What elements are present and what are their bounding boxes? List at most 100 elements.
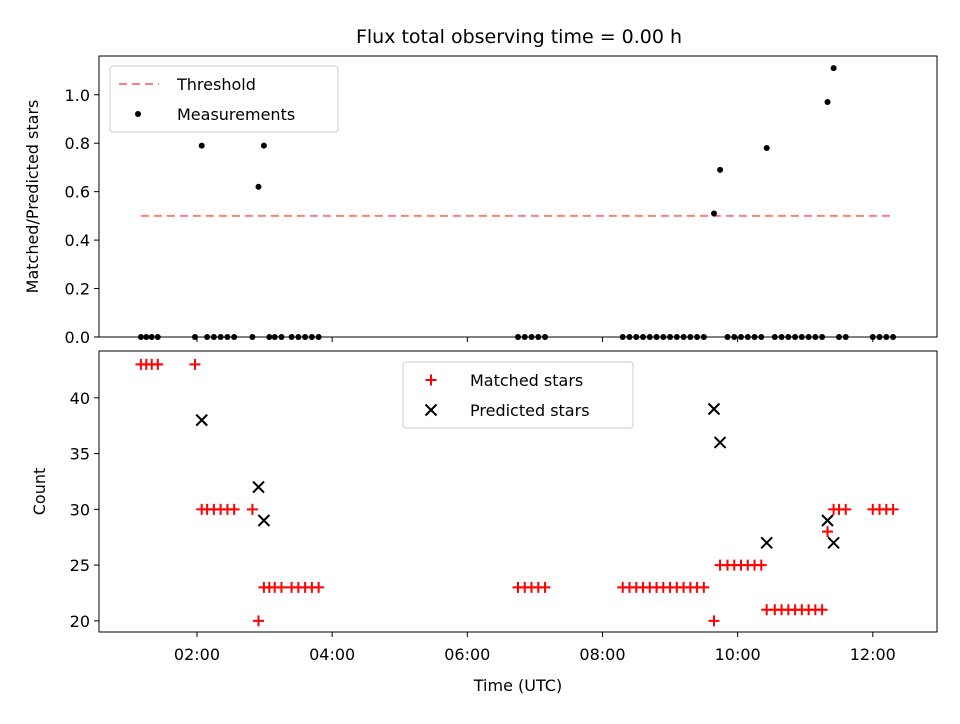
predicted-star-marker xyxy=(821,514,834,527)
measurement-point xyxy=(137,334,144,340)
measurement-point xyxy=(744,334,751,340)
measurement-point xyxy=(521,334,528,340)
bottom-xtick-label: 02:00 xyxy=(174,645,220,664)
measurement-point xyxy=(710,210,717,217)
measurement-point xyxy=(778,334,785,340)
measurement-point xyxy=(315,334,322,340)
bottom-ytick-label: 35 xyxy=(70,445,90,464)
measurement-point xyxy=(883,334,890,340)
matched-star-marker xyxy=(152,358,164,370)
measurement-point xyxy=(771,334,778,340)
top-legend-label: Measurements xyxy=(177,105,295,124)
measurement-point xyxy=(640,334,647,340)
measurement-point xyxy=(700,334,707,340)
measurement-point xyxy=(798,334,805,340)
top-legend-label: Threshold xyxy=(176,75,256,94)
top-chart-title: Flux total observing time = 0.00 h xyxy=(356,26,682,48)
measurement-point xyxy=(680,334,687,340)
top-ytick-label: 0.2 xyxy=(65,280,90,299)
predicted-star-marker xyxy=(760,536,773,550)
bottom-plot-frame xyxy=(98,350,938,633)
predicted-star-marker xyxy=(713,436,727,449)
matched-star-marker xyxy=(189,358,201,370)
measurement-point xyxy=(308,334,315,340)
matched-star-marker xyxy=(252,615,264,627)
measurement-point xyxy=(890,334,897,340)
measurement-point xyxy=(249,334,256,340)
top-ytick-label: 1.0 xyxy=(65,86,90,105)
matched-star-marker xyxy=(313,581,325,593)
measurement-point xyxy=(694,334,701,340)
measurement-point xyxy=(295,334,302,340)
measurement-point xyxy=(660,334,667,340)
bottom-xtick-label: 10:00 xyxy=(715,645,761,664)
matched-star-marker xyxy=(840,503,852,515)
measurement-point xyxy=(876,334,883,340)
matched-star-marker xyxy=(887,503,899,515)
predicted-star-marker xyxy=(195,413,208,427)
measurement-point xyxy=(515,334,521,340)
measurement-point xyxy=(869,334,876,340)
measurement-point xyxy=(271,334,278,340)
measurement-point xyxy=(224,334,231,340)
bottom-ytick-label: 20 xyxy=(70,612,90,631)
measurement-point xyxy=(667,334,674,340)
measurement-point xyxy=(751,334,758,340)
bottom-xtick-label: 04:00 xyxy=(309,645,355,664)
measurement-point xyxy=(758,334,765,340)
matched-star-marker xyxy=(275,581,287,593)
top-ytick-label: 0.0 xyxy=(65,328,90,347)
top-ytick-label: 0.8 xyxy=(65,134,90,153)
measurement-point xyxy=(260,142,267,149)
legend-matched-swatch xyxy=(425,374,437,386)
matched-star-marker xyxy=(816,604,828,616)
measurement-point xyxy=(717,166,724,173)
matched-star-marker xyxy=(539,581,551,593)
measurement-point xyxy=(217,334,224,340)
bottom-ylabel: Count xyxy=(30,468,49,516)
measurement-point xyxy=(830,65,837,72)
predicted-star-marker xyxy=(827,536,840,550)
measurement-point xyxy=(785,334,792,340)
measurement-point xyxy=(731,334,738,340)
measurement-point xyxy=(288,334,295,340)
legend-predicted-swatch xyxy=(424,403,438,417)
measurement-point xyxy=(673,334,680,340)
top-ytick-label: 0.4 xyxy=(65,231,90,250)
bottom-ytick-label: 30 xyxy=(70,500,90,519)
measurement-point xyxy=(812,334,819,340)
measurement-point xyxy=(266,334,273,340)
measurement-point xyxy=(528,334,535,340)
measurement-point xyxy=(154,334,161,340)
measurement-point xyxy=(542,334,549,340)
bottom-xtick-label: 12:00 xyxy=(850,645,896,664)
measurement-point xyxy=(653,334,660,340)
measurement-point xyxy=(842,334,849,340)
measurement-point xyxy=(836,334,843,340)
measurement-point xyxy=(143,334,150,340)
measurement-point xyxy=(738,334,745,340)
top-ytick-label: 0.6 xyxy=(65,183,90,202)
measurement-point xyxy=(763,145,770,152)
top-legend-box xyxy=(109,65,339,133)
bottom-legend-label: Predicted stars xyxy=(470,401,590,420)
matched-star-marker xyxy=(698,581,710,593)
measurement-point xyxy=(824,99,831,106)
bottom-ytick-label: 25 xyxy=(70,556,90,575)
top-ylabel: Matched/Predicted stars xyxy=(23,100,42,294)
bottom-panel: 20 25 30 35 40 02:00 04:00 06:00 08:00 10:00 12:00… xyxy=(30,350,938,695)
measurement-point xyxy=(646,334,653,340)
measurement-point xyxy=(204,334,211,340)
bottom-xtick-label: 08:00 xyxy=(579,645,625,664)
measurement-point xyxy=(302,334,309,340)
measurement-point xyxy=(724,334,731,340)
measurement-point xyxy=(805,334,812,340)
bottom-ytick-label: 40 xyxy=(70,389,90,408)
predicted-star-marker xyxy=(252,480,265,494)
matched-star-marker xyxy=(822,526,834,538)
matched-star-marker xyxy=(708,615,720,627)
bottom-xtick-label: 06:00 xyxy=(444,645,490,664)
bottom-xlabel: Time (UTC) xyxy=(473,676,562,695)
